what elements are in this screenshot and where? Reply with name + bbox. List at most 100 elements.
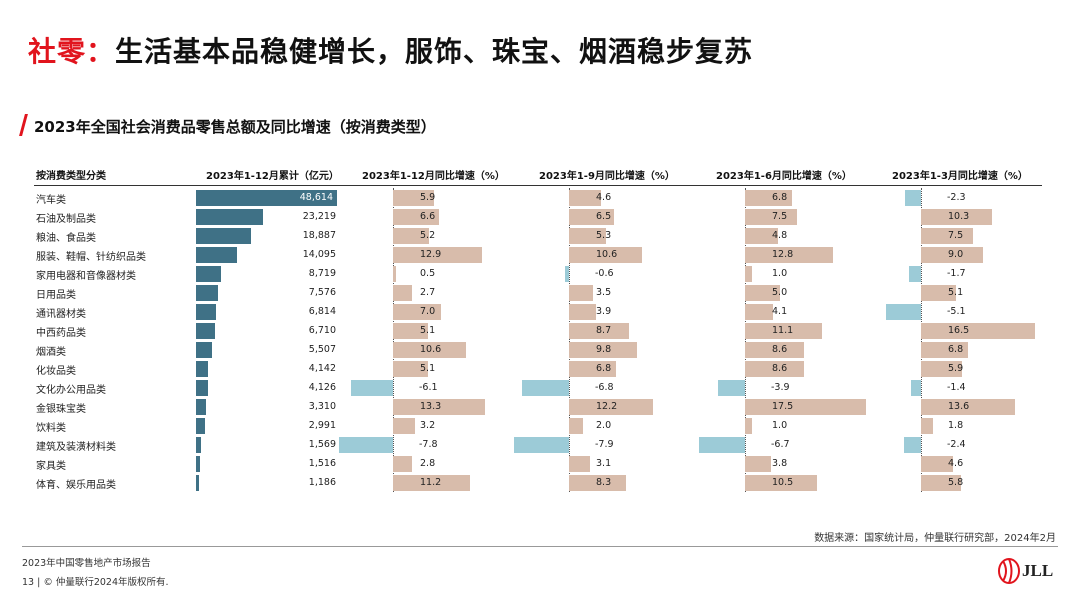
growth-value-label: -0.6 bbox=[595, 267, 614, 279]
growth-bar-positive bbox=[921, 208, 993, 225]
growth-bar-positive bbox=[569, 455, 591, 472]
cumulative-bar bbox=[196, 455, 201, 472]
growth-bar-positive bbox=[921, 417, 934, 434]
growth-bar-positive bbox=[745, 360, 805, 377]
growth-value-label: 8.7 bbox=[596, 324, 612, 336]
growth-value-label: 2.7 bbox=[420, 286, 436, 298]
column-header-category: 按消费类型分类 bbox=[36, 171, 106, 182]
cumulative-value-label: 1,516 bbox=[308, 457, 336, 469]
growth-bar-positive bbox=[569, 246, 643, 263]
growth-bar-positive bbox=[745, 322, 822, 339]
growth-bar-positive bbox=[393, 265, 397, 282]
growth-value-label: -2.4 bbox=[947, 438, 966, 450]
growth-value-label: 1.0 bbox=[772, 267, 788, 279]
cumulative-bar bbox=[196, 360, 208, 377]
category-label: 建筑及装潢材料类 bbox=[36, 442, 116, 453]
subtitle-slash-mark bbox=[19, 114, 28, 136]
cumulative-bar bbox=[196, 474, 200, 491]
cumulative-bar bbox=[196, 265, 222, 282]
growth-bar-positive bbox=[393, 246, 482, 263]
column-header-growth-6m: 2023年1-6月同比增速（%） bbox=[716, 171, 852, 182]
growth-bar-positive bbox=[745, 265, 752, 282]
growth-value-label: 6.8 bbox=[948, 343, 964, 355]
category-label: 粮油、食品类 bbox=[36, 233, 96, 244]
growth-bar-negative bbox=[909, 265, 921, 282]
growth-value-label: 3.1 bbox=[596, 457, 612, 469]
cumulative-value-label: 4,126 bbox=[308, 381, 336, 393]
growth-bar-positive bbox=[921, 322, 1035, 339]
cumulative-value-label: 3,310 bbox=[308, 400, 336, 412]
growth-bar-positive bbox=[745, 341, 805, 358]
growth-value-label: -3.9 bbox=[771, 381, 790, 393]
category-label: 烟酒类 bbox=[36, 347, 66, 358]
growth-value-label: 6.8 bbox=[596, 362, 612, 374]
growth-bar-negative bbox=[339, 436, 393, 453]
growth-value-label: 5.1 bbox=[420, 362, 436, 374]
growth-value-label: -1.4 bbox=[947, 381, 966, 393]
column-header-growth-9m: 2023年1-9月同比增速（%） bbox=[539, 171, 675, 182]
growth-bar-positive bbox=[745, 189, 792, 206]
cumulative-value-label: 1,569 bbox=[308, 438, 336, 450]
growth-bar-negative bbox=[514, 436, 569, 453]
growth-value-label: 4.6 bbox=[596, 191, 612, 203]
logo-text: JLL bbox=[1022, 561, 1054, 580]
cumulative-bar bbox=[196, 341, 212, 358]
growth-bar-positive bbox=[569, 284, 594, 301]
cumulative-value-label: 18,887 bbox=[302, 229, 336, 241]
growth-bar-positive bbox=[745, 455, 772, 472]
cumulative-value-label: 6,814 bbox=[308, 305, 336, 317]
growth-bar-negative bbox=[905, 189, 921, 206]
growth-bar-positive bbox=[921, 341, 968, 358]
cumulative-value-label: 5,507 bbox=[308, 343, 336, 355]
cumulative-value-label: 1,186 bbox=[308, 476, 336, 488]
page-title-accent: 社零： bbox=[28, 35, 116, 68]
growth-value-label: 5.9 bbox=[948, 362, 964, 374]
growth-value-label: 3.8 bbox=[772, 457, 788, 469]
growth-value-label: 16.5 bbox=[948, 324, 970, 336]
column-header-growth-3m: 2023年1-3月同比增速（%） bbox=[892, 171, 1028, 182]
growth-value-label: 6.8 bbox=[772, 191, 788, 203]
growth-value-label: -6.1 bbox=[419, 381, 438, 393]
growth-value-label: 0.5 bbox=[420, 267, 436, 279]
growth-value-label: 3.5 bbox=[596, 286, 612, 298]
growth-value-label: 6.5 bbox=[596, 210, 612, 222]
growth-bar-positive bbox=[393, 322, 429, 339]
category-label: 通讯器材类 bbox=[36, 309, 86, 320]
category-label: 文化办公用品类 bbox=[36, 385, 106, 396]
cumulative-value-label: 2,991 bbox=[308, 419, 336, 431]
growth-bar-positive bbox=[393, 398, 485, 415]
page-title: 社零：生活基本品稳健增长，服饰、珠宝、烟酒稳步复苏 bbox=[28, 30, 753, 70]
growth-value-label: 8.3 bbox=[596, 476, 612, 488]
growth-value-label: 7.5 bbox=[948, 229, 964, 241]
growth-value-label: 4.1 bbox=[772, 305, 788, 317]
growth-bar-negative bbox=[904, 436, 921, 453]
cumulative-bar bbox=[196, 284, 218, 301]
growth-bar-negative bbox=[718, 379, 745, 396]
cumulative-bar bbox=[196, 398, 206, 415]
category-label: 石油及制品类 bbox=[36, 214, 96, 225]
growth-value-label: 4.8 bbox=[772, 229, 788, 241]
growth-bar-negative bbox=[564, 265, 569, 282]
cumulative-value-label: 4,142 bbox=[308, 362, 336, 374]
growth-bar-positive bbox=[745, 284, 780, 301]
category-label: 汽车类 bbox=[36, 195, 66, 206]
cumulative-bar bbox=[196, 436, 201, 453]
footer-divider bbox=[22, 546, 1058, 547]
growth-value-label: 9.8 bbox=[596, 343, 612, 355]
growth-value-label: 10.6 bbox=[420, 343, 442, 355]
growth-value-label: 10.5 bbox=[772, 476, 794, 488]
growth-bar-positive bbox=[393, 284, 412, 301]
chart-subtitle: 2023年全国社会消费品零售总额及同比增速（按消费类型） bbox=[34, 118, 436, 136]
growth-value-label: 11.2 bbox=[420, 476, 442, 488]
growth-bar-positive bbox=[921, 360, 962, 377]
growth-bar-positive bbox=[393, 341, 467, 358]
cumulative-bar bbox=[196, 379, 208, 396]
growth-value-label: 2.0 bbox=[596, 419, 612, 431]
growth-value-label: -5.1 bbox=[947, 305, 966, 317]
growth-bar-positive bbox=[393, 417, 416, 434]
growth-bar-positive bbox=[393, 474, 471, 491]
category-label: 饮料类 bbox=[36, 423, 66, 434]
header-divider bbox=[34, 185, 1042, 186]
zero-axis-line bbox=[393, 188, 394, 492]
growth-value-label: 13.6 bbox=[948, 400, 970, 412]
